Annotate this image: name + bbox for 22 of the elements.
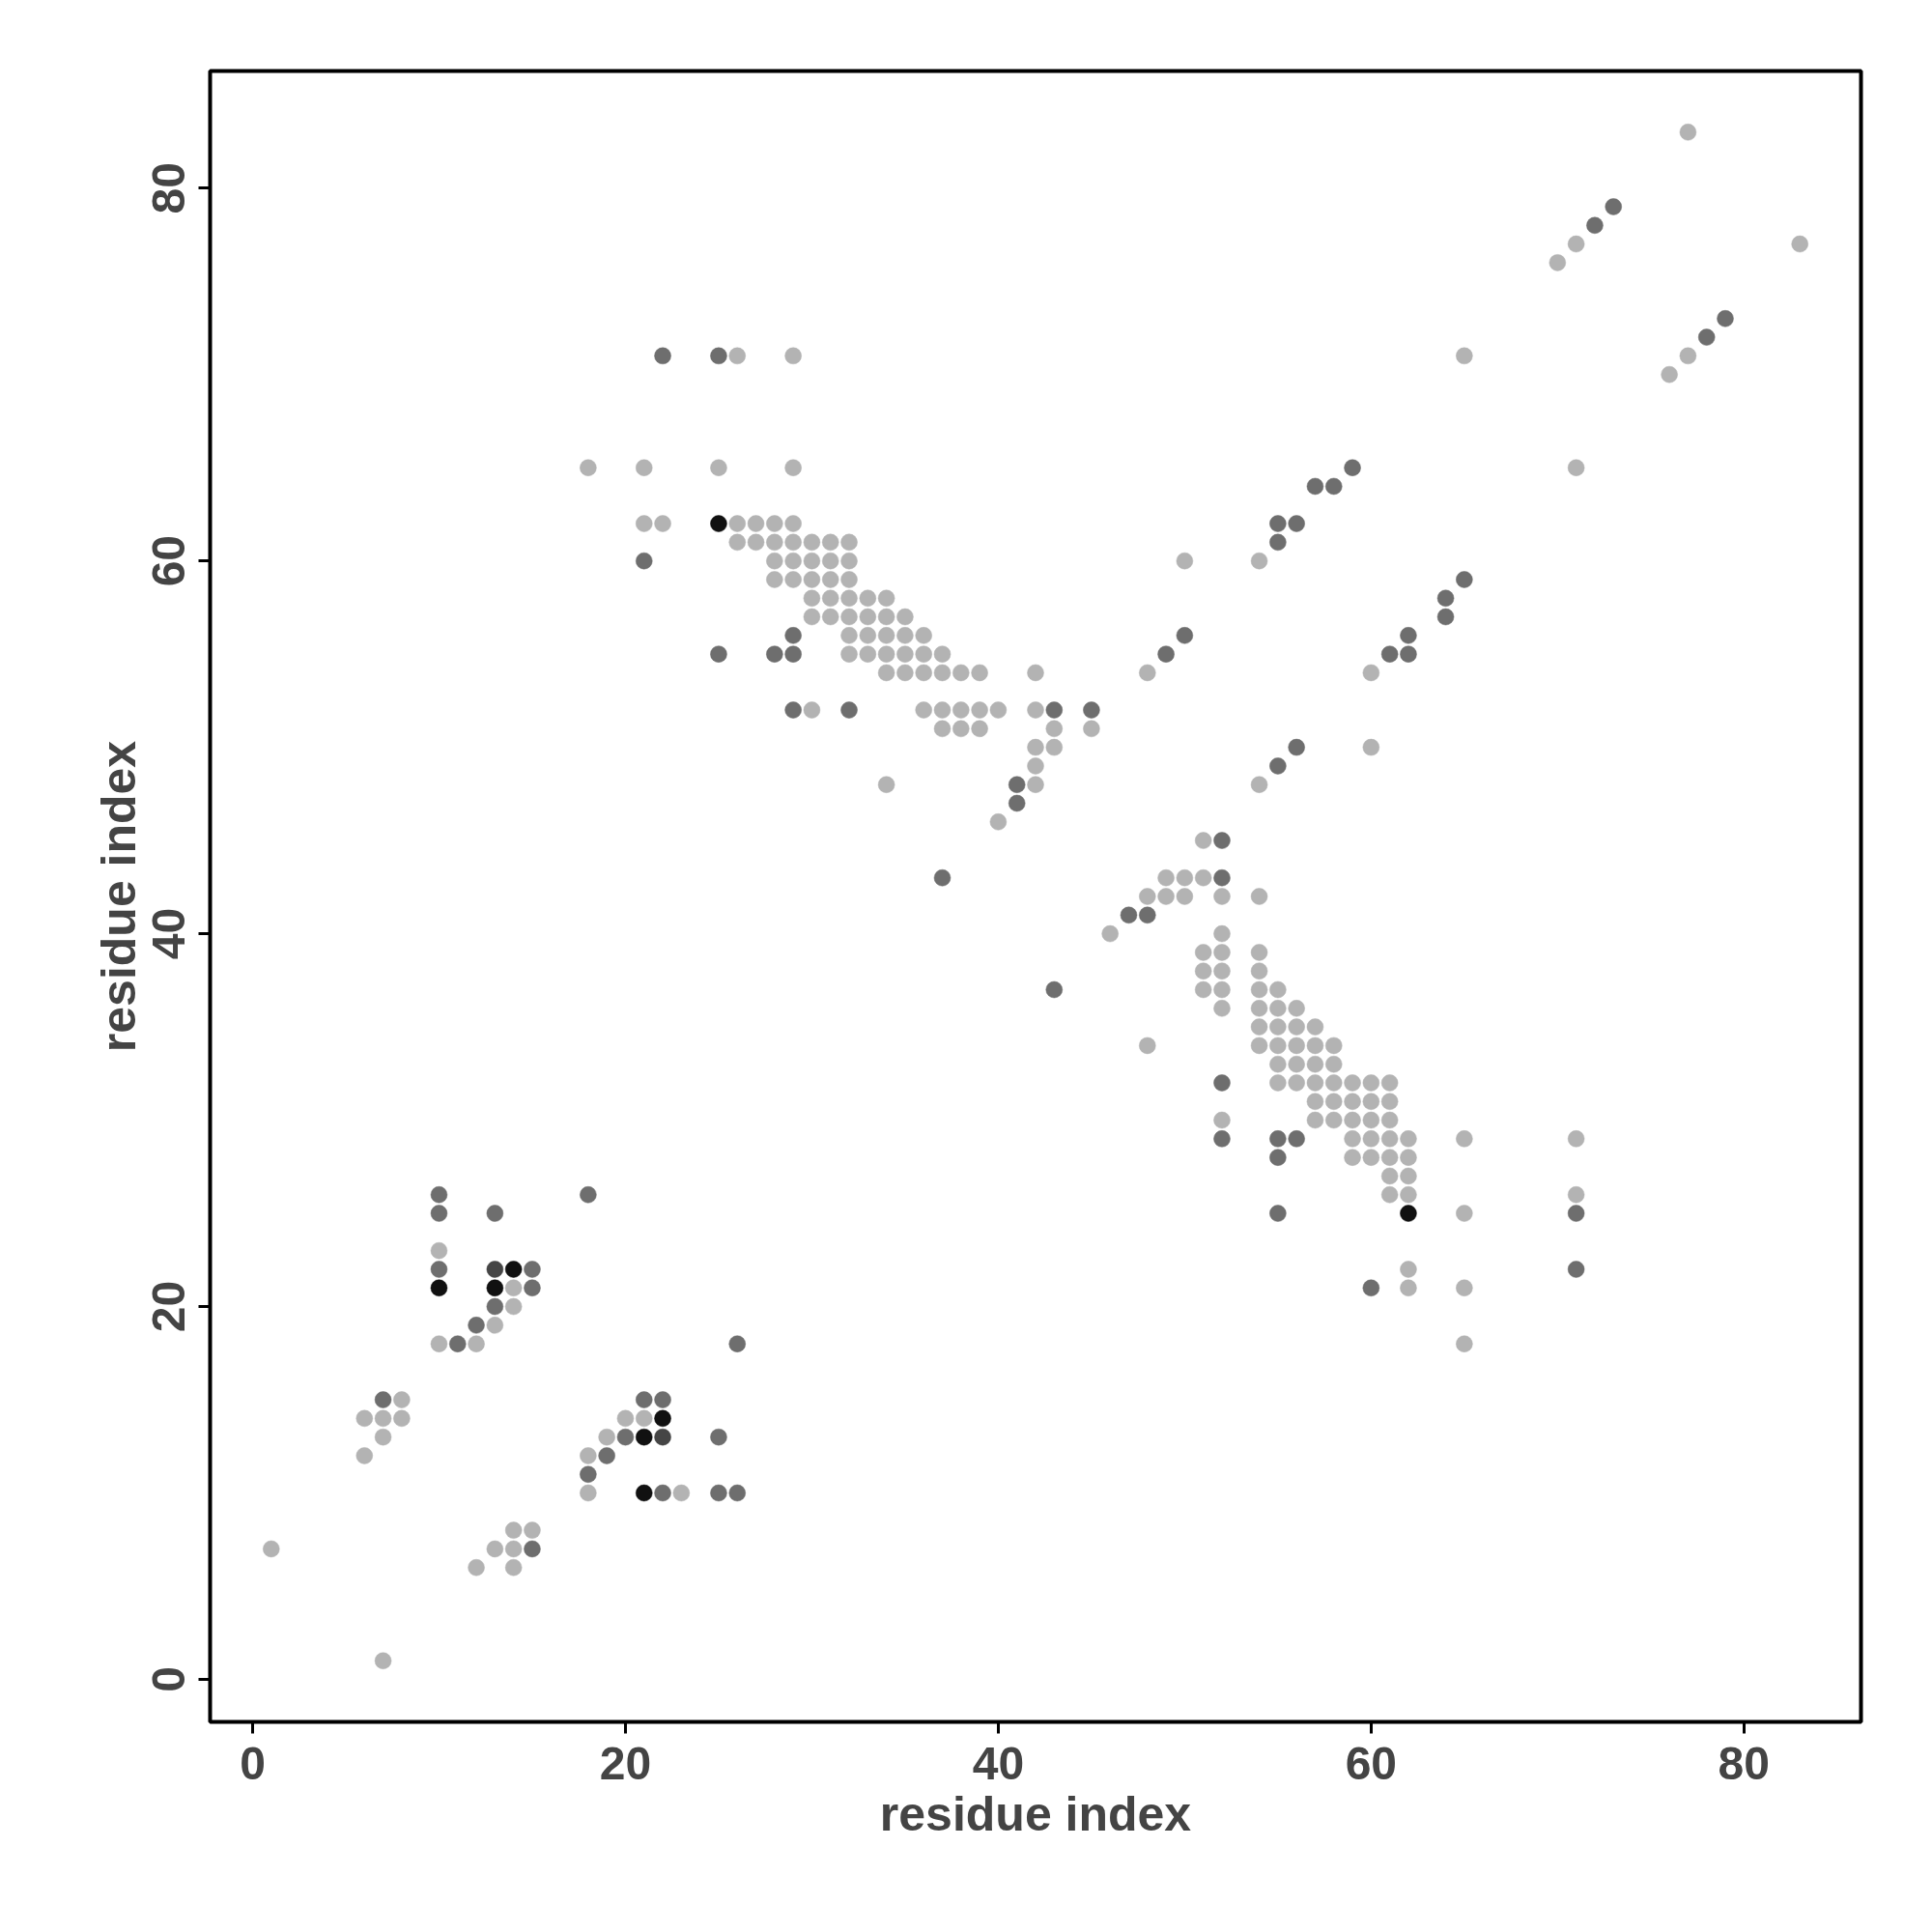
x-axis-title: residue index <box>879 1786 1192 1841</box>
point <box>430 1279 448 1296</box>
y-tick-label: 40 <box>143 907 195 960</box>
x-tick-label: 60 <box>1345 1737 1398 1789</box>
point <box>710 515 727 532</box>
x-tick-label: 20 <box>599 1737 652 1789</box>
x-tick-label: 0 <box>240 1737 266 1789</box>
y-axis-title: residue index <box>91 740 146 1053</box>
y-tick-label: 60 <box>143 534 195 587</box>
point <box>654 1409 671 1428</box>
x-tick-label: 80 <box>1718 1737 1771 1789</box>
y-tick-label: 0 <box>143 1666 195 1692</box>
point <box>636 1484 653 1502</box>
y-tick-label: 80 <box>143 161 195 214</box>
point <box>486 1279 504 1296</box>
y-tick-label: 20 <box>143 1280 195 1333</box>
point <box>636 1428 653 1446</box>
x-tick-label: 40 <box>972 1737 1025 1789</box>
point <box>486 1261 504 1278</box>
point <box>654 1428 671 1446</box>
point <box>1400 1205 1417 1222</box>
point <box>504 1261 523 1278</box>
